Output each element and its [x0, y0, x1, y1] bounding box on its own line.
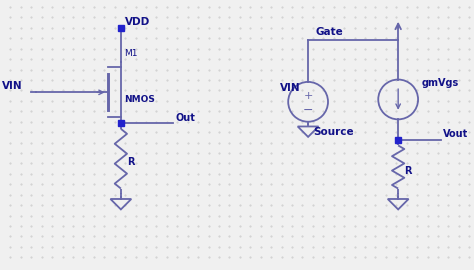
- Text: R: R: [404, 166, 412, 176]
- Text: NMOS: NMOS: [124, 95, 155, 104]
- Text: VIN: VIN: [2, 81, 23, 91]
- Text: +: +: [303, 91, 313, 101]
- Text: gmVgs: gmVgs: [422, 78, 459, 88]
- Text: VDD: VDD: [125, 17, 150, 27]
- Text: Vout: Vout: [443, 129, 468, 139]
- Text: VIN: VIN: [280, 83, 301, 93]
- Text: Gate: Gate: [315, 28, 343, 38]
- Text: −: −: [303, 104, 313, 117]
- Text: M1: M1: [124, 49, 137, 58]
- Text: Out: Out: [175, 113, 195, 123]
- Text: Source: Source: [313, 127, 354, 137]
- Text: R: R: [127, 157, 135, 167]
